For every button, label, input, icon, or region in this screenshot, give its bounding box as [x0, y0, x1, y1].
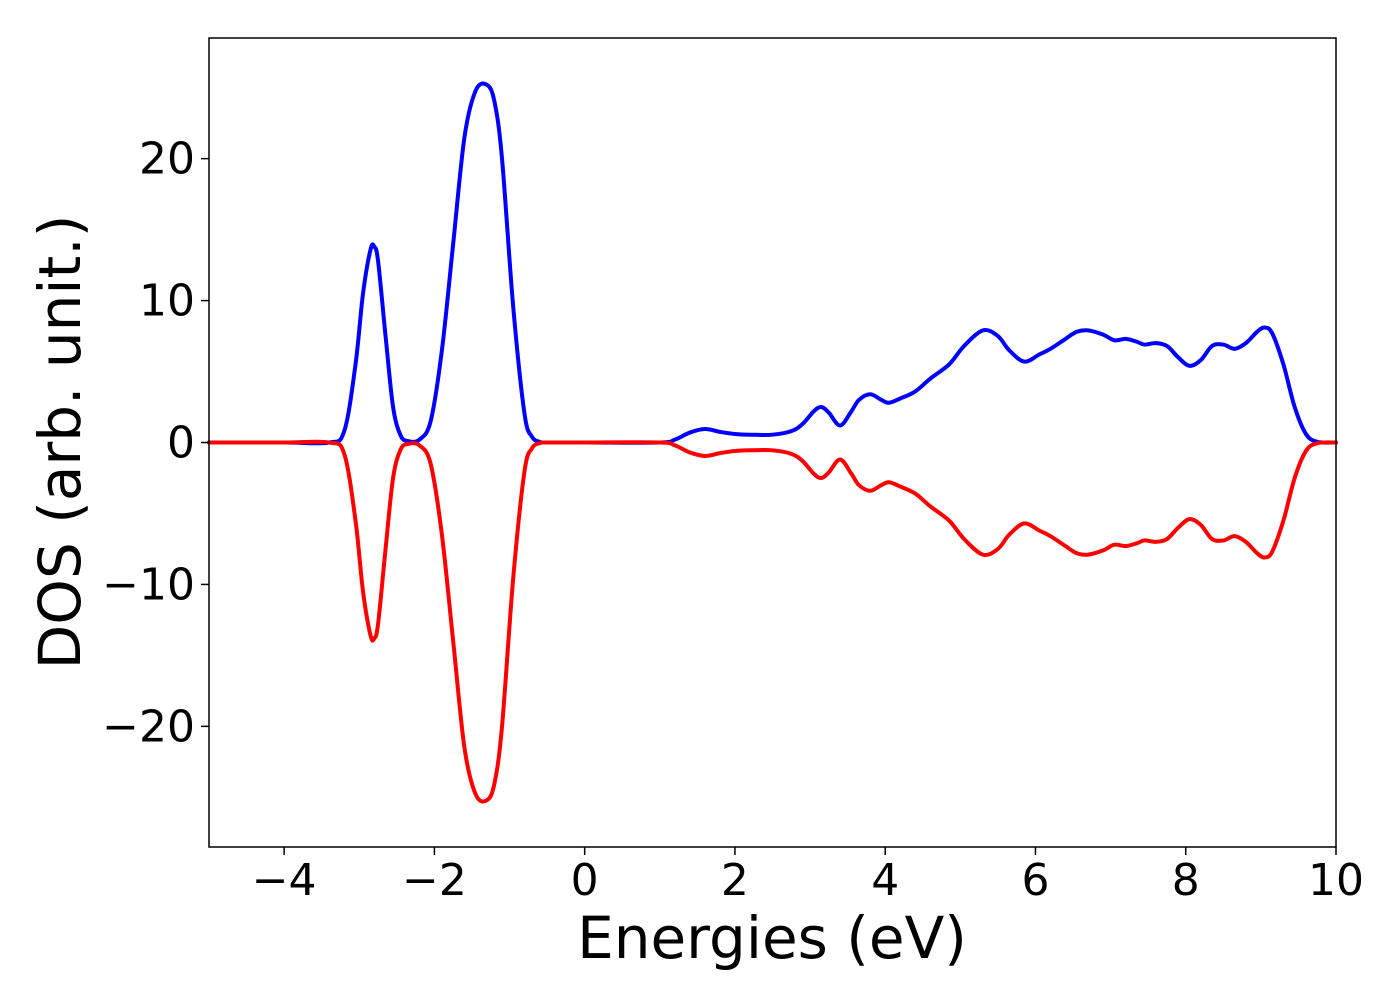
x-tick-label: 10	[1308, 855, 1364, 906]
x-tick-label: −4	[252, 855, 317, 906]
series-line-blue	[207, 81, 1338, 446]
y-tick-label: −10	[102, 559, 195, 610]
x-tick-label: 4	[871, 855, 899, 906]
y-tick-label: 0	[167, 418, 195, 469]
y-axis-ticks: −20 −10 0 10 20	[102, 134, 209, 752]
plot-frame	[208, 37, 1337, 848]
y-axis-label: DOS (arb. unit.)	[26, 215, 94, 670]
x-axis-label: Energies (eV)	[577, 904, 967, 972]
x-tick-label: 0	[571, 855, 599, 906]
y-tick-label: 20	[139, 134, 195, 185]
x-tick-label: 6	[1021, 855, 1049, 906]
x-tick-label: 8	[1172, 855, 1200, 906]
x-tick-label: −2	[402, 855, 467, 906]
series-layer	[207, 81, 1338, 804]
series-line-red	[207, 439, 1338, 804]
y-tick-label: 10	[139, 276, 195, 327]
x-tick-label: 2	[721, 855, 749, 906]
y-tick-label: −20	[102, 701, 195, 752]
x-axis-ticks: −4 −2 0 2 4 6 8 10	[252, 847, 1364, 906]
